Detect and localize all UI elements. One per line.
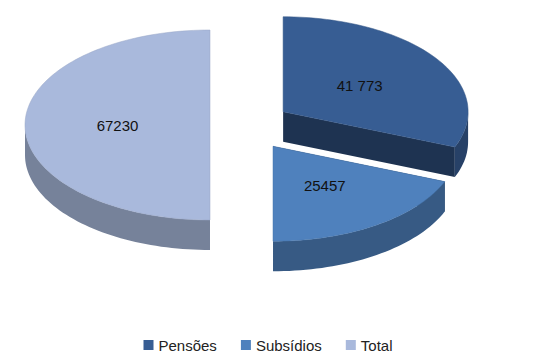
slice	[283, 17, 468, 177]
data-label: 25457	[304, 177, 346, 194]
slice	[25, 30, 210, 250]
legend: Pensões Subsídios Total	[144, 337, 393, 354]
chart: 41 773 25457 67230 Pensões Subsídios Total	[0, 0, 536, 363]
legend-swatch	[144, 340, 154, 350]
legend-swatch	[346, 340, 356, 350]
legend-label: Pensões	[159, 337, 217, 354]
legend-label: Subsídios	[256, 337, 322, 354]
slice-top	[25, 30, 210, 220]
legend-swatch	[241, 340, 251, 350]
data-label: 41 773	[337, 77, 383, 94]
data-label: 67230	[97, 117, 139, 134]
slice-top	[273, 146, 445, 241]
slice	[273, 146, 445, 271]
slice-top	[283, 17, 468, 147]
legend-label: Total	[361, 337, 393, 354]
pie	[25, 17, 468, 272]
